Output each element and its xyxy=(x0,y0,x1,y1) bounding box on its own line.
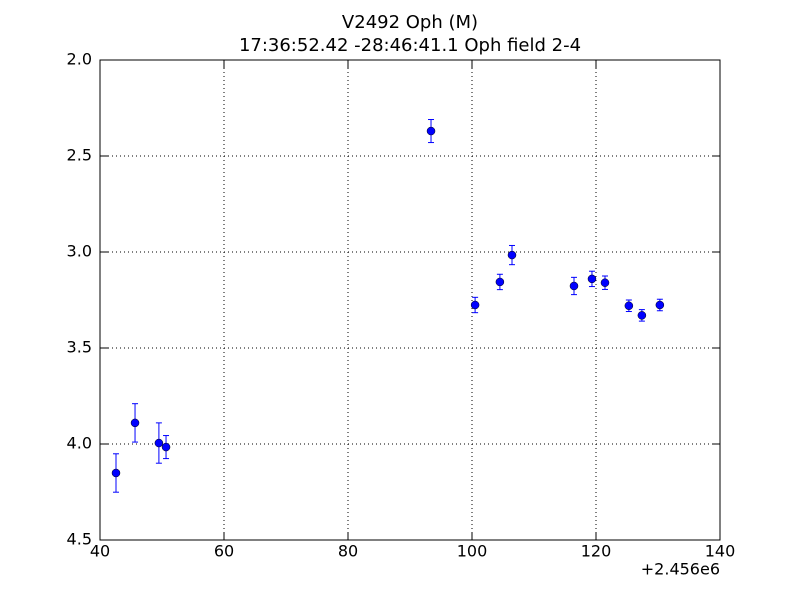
y-tick-label: 2.5 xyxy=(67,146,92,165)
y-tick-label: 4.5 xyxy=(67,530,92,549)
data-point xyxy=(495,277,505,287)
y-tick-label: 2.0 xyxy=(67,50,92,69)
data-point xyxy=(507,250,517,260)
data-point xyxy=(130,418,140,428)
data-point xyxy=(624,301,634,311)
x-offset-label: +2.456e6 xyxy=(641,560,720,579)
chart-title: V2492 Oph (M) xyxy=(342,12,478,33)
data-point xyxy=(154,438,164,448)
data-point xyxy=(569,281,579,291)
data-point xyxy=(161,442,171,452)
x-tick-label: 100 xyxy=(457,542,488,561)
data-point xyxy=(587,274,597,284)
plot-frame xyxy=(99,59,721,541)
x-tick-label: 60 xyxy=(214,542,234,561)
data-point xyxy=(600,278,610,287)
y-tick-label: 3.5 xyxy=(67,338,92,357)
x-tick-label: 140 xyxy=(705,542,736,561)
y-tick-label: 4.0 xyxy=(67,434,92,453)
data-point xyxy=(470,300,480,310)
data-point xyxy=(111,468,121,478)
chart-subtitle: 17:36:52.42 -28:46:41.1 Oph field 2-4 xyxy=(239,35,581,56)
y-tick-label: 3.0 xyxy=(67,242,92,261)
x-tick-label: 80 xyxy=(338,542,358,561)
data-point xyxy=(426,126,436,136)
data-point xyxy=(655,300,665,310)
x-tick-label: 120 xyxy=(581,542,612,561)
data-point xyxy=(637,311,647,320)
x-tick-label: 40 xyxy=(90,542,110,561)
